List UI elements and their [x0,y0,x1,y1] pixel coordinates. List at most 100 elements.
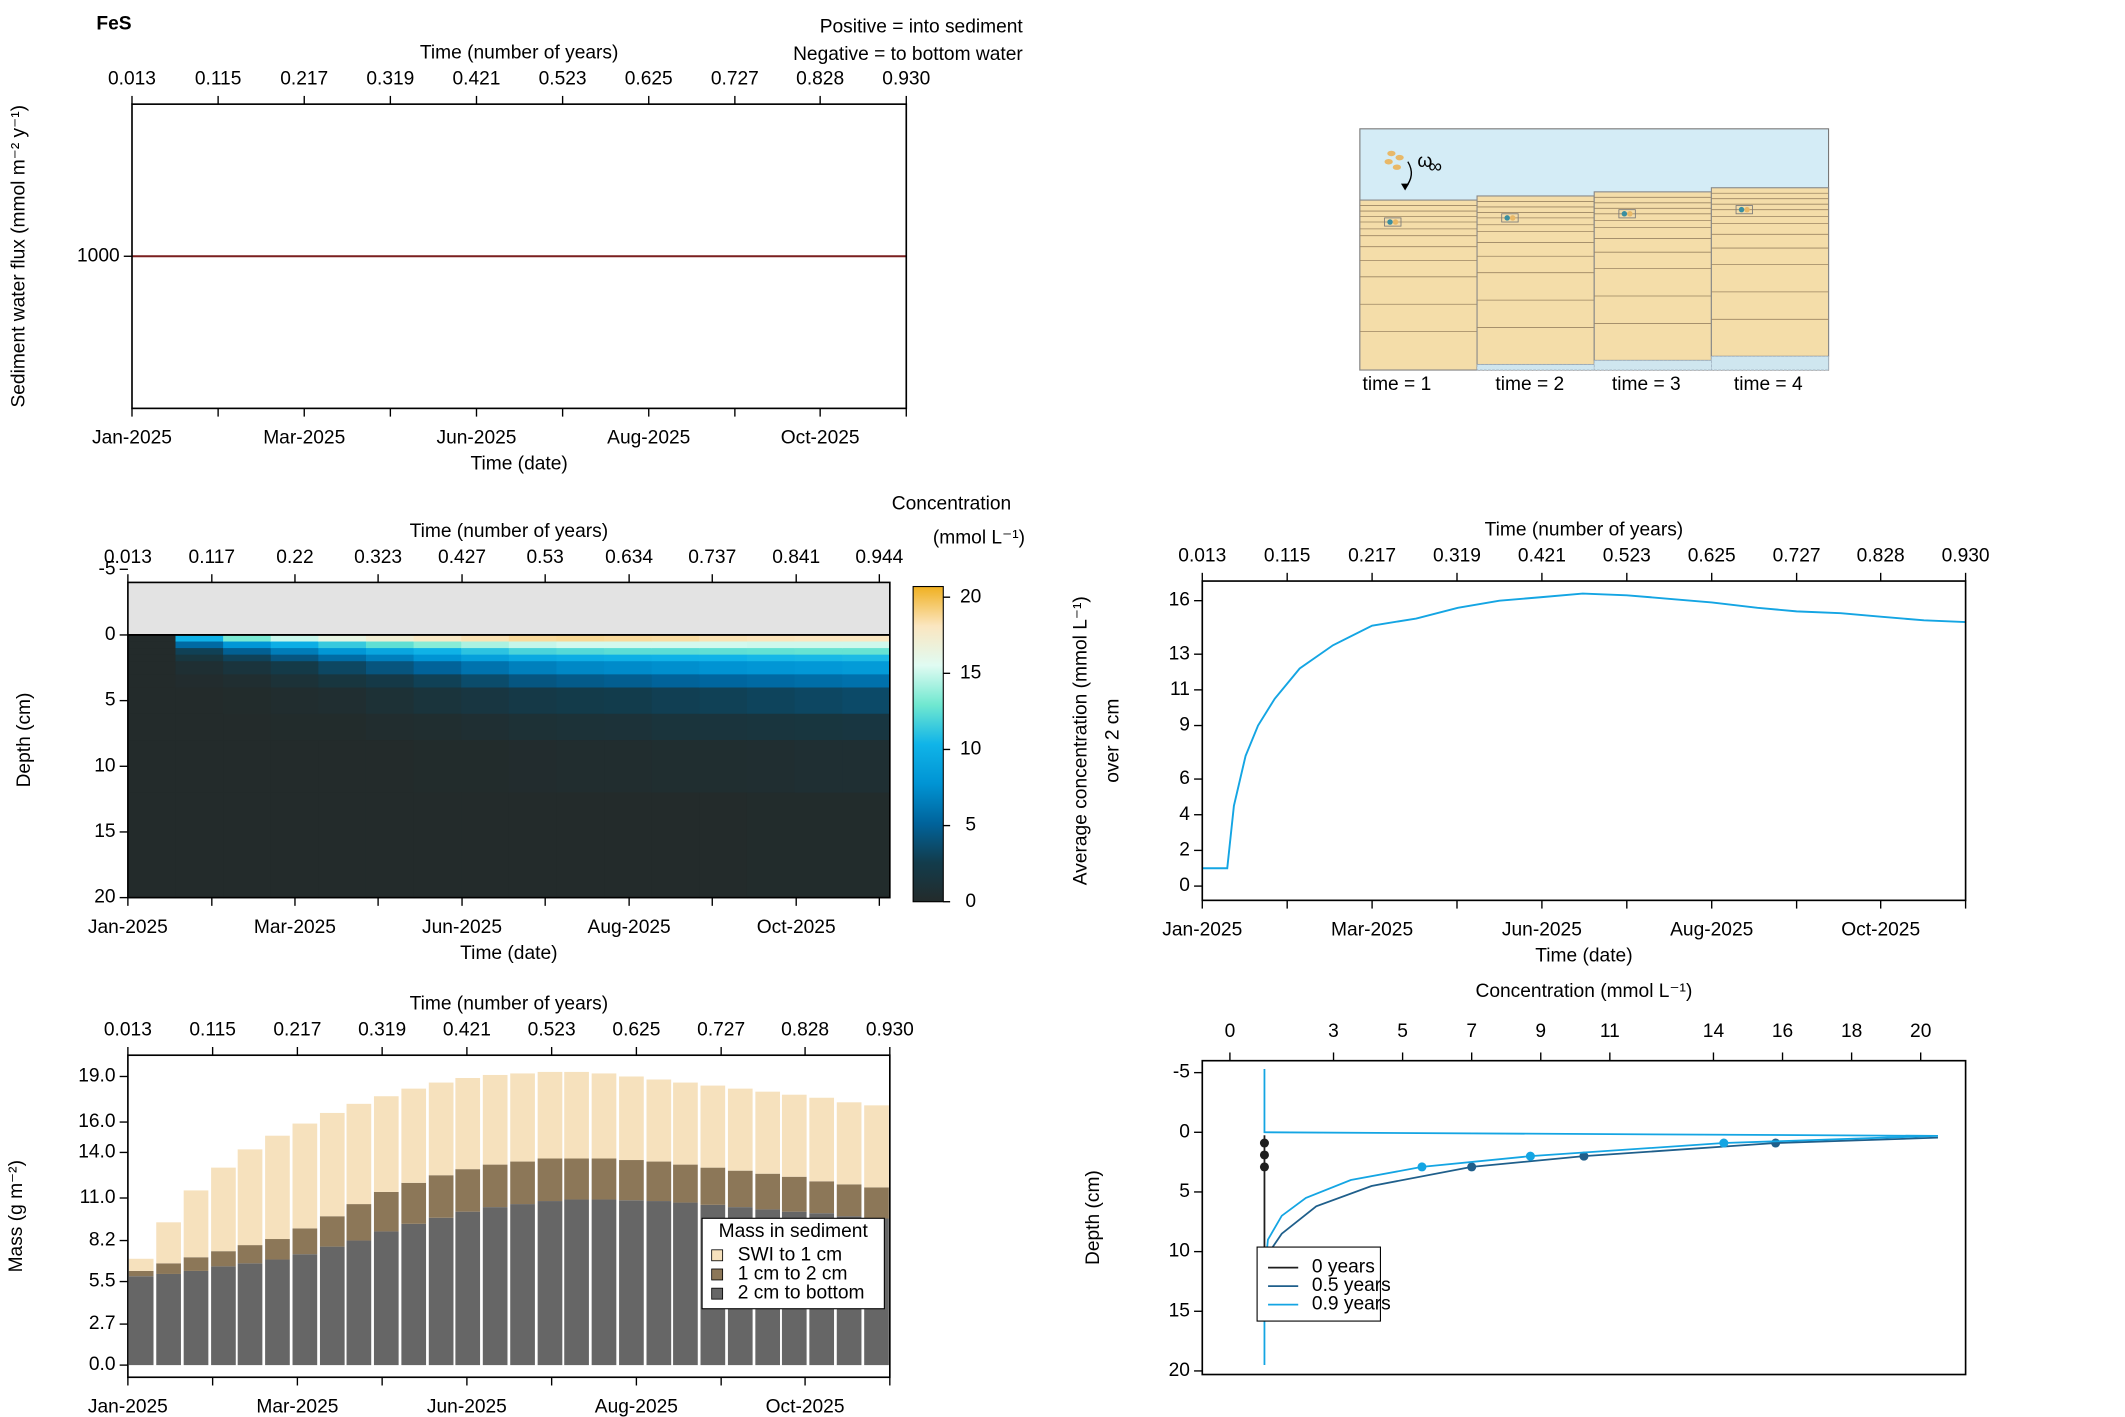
marker-box [1501,213,1519,223]
x-top-tick-label: 20 [1910,1021,1931,1042]
heat-cell [223,661,272,675]
heat-cell [794,634,843,643]
bar-segment [673,1164,698,1203]
heat-cell [699,740,748,794]
schematic: ω ∞ time = 1 time = 2 time = 3 time = 4 [1359,128,1830,395]
heat-cell [651,713,700,741]
bar-segment [183,1190,209,1258]
bar-segment [237,1245,263,1264]
x-date-label: Jan-2025 [88,917,168,938]
heat-cell [365,687,415,715]
heat-cell [461,661,510,675]
heat-cell [175,674,224,689]
heat-cell [508,654,558,662]
heat-cell [270,740,319,794]
bar-segment [510,1073,535,1162]
y-tick-label: 11 [1170,679,1190,700]
line [1202,592,1966,870]
bar-segment [401,1223,427,1366]
chart: 0 5 10 15 20 Concentration (mmol L⁻¹) 0.013 Jan-… [14,493,1025,963]
bar-segment [809,1097,835,1182]
heat-cell [175,792,224,899]
x-date-label: Oct-2025 [766,1396,845,1417]
heat-cell [794,792,843,899]
bar-segment [646,1079,672,1162]
heat-cell [556,634,605,643]
heat-cell [508,687,558,715]
legend-label: 0.9 years [1312,1294,1391,1315]
x-top-tick-label: 0.013 [1178,545,1226,566]
bar-segment [211,1251,236,1267]
bar-segment [346,1204,372,1241]
heat-cell [699,641,748,649]
marker [1509,215,1516,221]
heat-cell [556,740,605,794]
heat-cell [842,641,891,649]
heat-cell [604,661,653,675]
y-tick-label: 9 [1179,715,1190,736]
heat-cell [365,661,415,675]
time-label: time = 2 [1495,374,1564,395]
heat-cell [365,792,415,899]
bar-segment [428,1217,454,1366]
y-tick-label: 10 [1169,1241,1190,1262]
heat-cell [413,641,462,649]
heat-cell [127,648,177,656]
heat-cell [127,687,177,715]
x-top-tick-label: 0.319 [366,69,414,90]
heat-cell [461,641,510,649]
y-tick-label: 1000 [77,245,120,266]
bar-segment [373,1096,399,1192]
plot-frame [127,1054,891,1379]
heat-cell [794,641,843,649]
x-top-tick-label: 0.625 [625,69,673,90]
bar-segment [510,1204,535,1366]
heat-cell [651,641,700,649]
bar-segment [265,1135,290,1240]
legend-swatch [711,1268,724,1281]
heat-cell [651,792,700,899]
heat-cell [794,674,843,689]
x-top-tick-label: 0.727 [711,69,759,90]
x-top-tick-label: 0.427 [438,547,486,568]
heat-cell [318,674,367,689]
heat-cell [127,661,177,675]
bar-segment [319,1246,345,1366]
heat-cell [604,654,653,662]
heat-cell [842,634,891,643]
x-top-tick-label: 0.828 [796,69,844,90]
heat-cell [651,648,700,656]
colorbar [912,585,944,903]
particle [1387,150,1396,157]
bar-segment [781,1176,807,1212]
heat-cell [794,687,843,715]
sediment-column [1359,199,1478,371]
marker [1504,215,1510,221]
bar-segment [211,1167,236,1252]
bar-segment [564,1158,589,1200]
heat-cell [318,634,367,643]
heat-cell [508,641,558,649]
heat-cell [556,641,605,649]
x-top-tick-label: 9 [1535,1021,1546,1042]
x-top-tick-label: 0.115 [195,69,242,90]
y-tick-label: 15 [1169,1300,1190,1321]
x-top-tick-label: 0.22 [276,547,313,568]
heat-cell [223,792,272,899]
marker-box [1735,205,1753,215]
heat-cell [413,687,462,715]
heat-cell [270,634,319,643]
y-tick-label: 11.0 [80,1187,116,1208]
x-date-label: Jan-2025 [1162,920,1242,941]
annotation: Negative = to bottom water [793,44,1023,65]
heat-cell [461,713,510,741]
heat-cell [842,740,891,794]
heat-cell [746,634,796,643]
heat-cell [318,792,367,899]
legend-label: 1 cm to 2 cm [738,1264,848,1285]
profile-line [1267,1136,1938,1255]
heat-cell [651,634,700,643]
heat-cell [794,661,843,675]
heat-cell [556,792,605,899]
